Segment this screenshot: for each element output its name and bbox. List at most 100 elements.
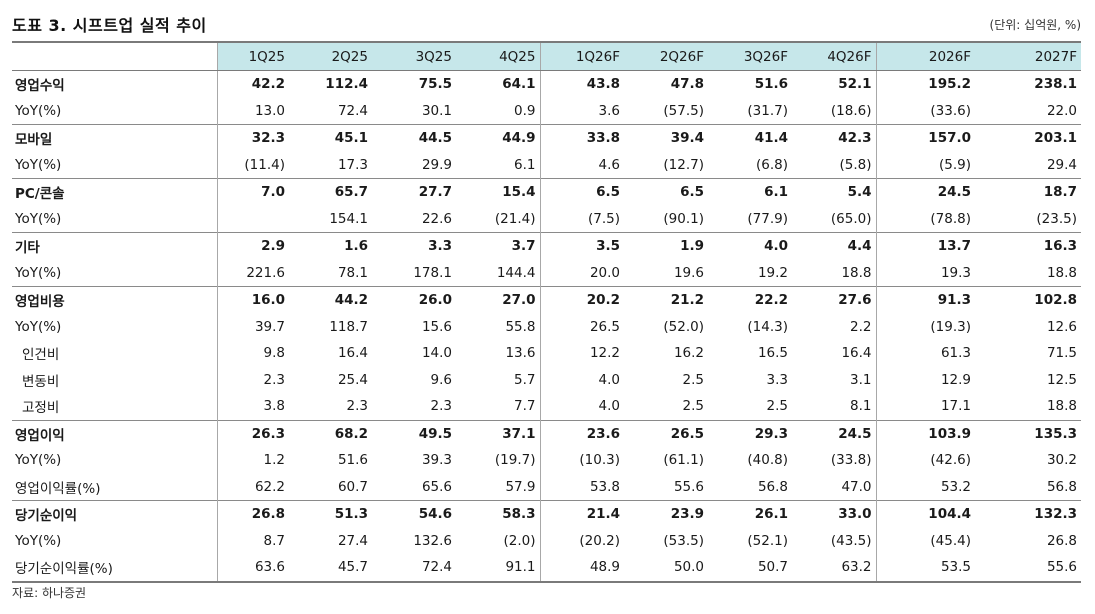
table-cell: 53.2 bbox=[940, 478, 971, 495]
table-cell: 64.1 bbox=[456, 70, 541, 98]
table-cell: 3.3 bbox=[372, 232, 456, 260]
table-cell: 21.4 bbox=[540, 500, 624, 528]
table-cell: 44.9 bbox=[456, 124, 541, 152]
row-label: 영업이익률(%) bbox=[12, 473, 218, 501]
table-row: 영업비용 16.0 44.2 26.0 27.0 20.2 21.2 22.2 27.6 91.3… bbox=[12, 286, 1081, 314]
table-cell: 4.0 bbox=[598, 398, 620, 415]
table-cell: 47.0 bbox=[792, 473, 877, 501]
table-cell: 37.1 bbox=[456, 419, 541, 447]
table-cell: 51.3 bbox=[289, 500, 372, 528]
row-label: 인건비 bbox=[12, 340, 218, 367]
table-cell: 55.6 bbox=[975, 554, 1081, 583]
figure-title: 도표 3. 시프트업 실적 추이 bbox=[12, 16, 207, 35]
table-cell: 26.3 bbox=[217, 419, 289, 447]
table-cell: 68.2 bbox=[289, 419, 372, 447]
table-cell: 1.2 bbox=[263, 452, 285, 469]
table-cell: 2.3 bbox=[263, 371, 285, 388]
table-cell: (19.7) bbox=[456, 447, 541, 474]
table-cell: 102.8 bbox=[975, 286, 1081, 314]
table-cell: 26.0 bbox=[372, 286, 456, 314]
table-cell: 238.1 bbox=[975, 70, 1081, 98]
row-label: YoY(%) bbox=[12, 313, 218, 340]
row-label: YoY(%) bbox=[12, 447, 218, 474]
table-cell: 195.2 bbox=[876, 70, 975, 98]
table-cell: 44.5 bbox=[372, 124, 456, 152]
table-cell: 53.8 bbox=[589, 478, 620, 495]
table-cell: (33.8) bbox=[792, 447, 877, 474]
table-cell: 16.5 bbox=[757, 345, 788, 362]
table-cell: 9.8 bbox=[263, 345, 285, 362]
table-cell: 18.7 bbox=[975, 178, 1081, 206]
table-cell: 24.5 bbox=[876, 178, 975, 206]
table-cell: (19.3) bbox=[930, 318, 971, 335]
table-cell: 4.4 bbox=[792, 232, 877, 260]
table-cell: 21.2 bbox=[624, 286, 708, 314]
table-cell: (57.5) bbox=[663, 102, 704, 119]
table-row: 당기순이익률(%) 63.6 45.7 72.4 91.1 48.9 50.0 50.7 63.… bbox=[12, 554, 1081, 583]
table-cell: 2.3 bbox=[346, 398, 368, 415]
table-cell: (53.5) bbox=[663, 532, 704, 549]
table-cell: 20.0 bbox=[589, 264, 620, 281]
table-cell: 221.6 bbox=[246, 264, 285, 281]
table-row: YoY(%) 221.6 78.1 178.1 144.4 20.0 19.6 19.2 18.… bbox=[12, 259, 1081, 287]
column-header: 4Q25 bbox=[456, 41, 541, 71]
table-cell: 30.2 bbox=[1046, 452, 1077, 469]
table-cell: 1.9 bbox=[624, 232, 708, 260]
table-cell: 12.6 bbox=[1046, 318, 1077, 335]
table-cell: 65.6 bbox=[421, 478, 452, 495]
table-cell: 58.3 bbox=[456, 500, 541, 528]
table-cell: 26.5 bbox=[624, 419, 708, 447]
table-row: YoY(%) 1.2 51.6 39.3 (19.7) (10.3) (61.1) (40.8… bbox=[12, 447, 1081, 474]
table-cell: 52.1 bbox=[792, 70, 877, 98]
row-label: YoY(%) bbox=[12, 259, 218, 287]
table-cell: (21.4) bbox=[456, 205, 541, 233]
table-cell: 16.0 bbox=[217, 286, 289, 314]
table-cell: 54.6 bbox=[372, 500, 456, 528]
table-cell: 9.6 bbox=[430, 371, 452, 388]
table-cell: 8.7 bbox=[263, 532, 285, 549]
table-cell: (78.8) bbox=[930, 210, 971, 227]
table-cell: 42.2 bbox=[217, 70, 289, 98]
table-cell: 47.8 bbox=[624, 70, 708, 98]
table-cell: 2.5 bbox=[766, 398, 788, 415]
table-cell: 4.0 bbox=[708, 232, 792, 260]
table-cell: 2.5 bbox=[682, 398, 704, 415]
table-cell: 16.4 bbox=[792, 340, 877, 367]
table-row: YoY(%) 8.7 27.4 132.6 (2.0) (20.2) (53.5) (52.1… bbox=[12, 527, 1081, 554]
table-cell: 71.5 bbox=[1046, 345, 1077, 362]
table-cell: 19.6 bbox=[673, 264, 704, 281]
table-cell: 2.9 bbox=[217, 232, 289, 260]
table-cell: 62.2 bbox=[254, 478, 285, 495]
table-cell: 14.0 bbox=[421, 345, 452, 362]
table-cell: 51.6 bbox=[708, 70, 792, 98]
table-cell: 72.4 bbox=[372, 554, 456, 583]
table-cell: (61.1) bbox=[663, 452, 704, 469]
row-label: YoY(%) bbox=[12, 97, 218, 125]
table-cell: 41.4 bbox=[708, 124, 792, 152]
table-cell: 18.8 bbox=[792, 259, 877, 287]
table-cell: 15.4 bbox=[456, 178, 541, 206]
table-cell: (31.7) bbox=[747, 102, 788, 119]
table-cell: (90.1) bbox=[663, 210, 704, 227]
column-header: 1Q26F bbox=[540, 41, 624, 71]
table-cell: (52.1) bbox=[747, 532, 788, 549]
row-label: 영업수익 bbox=[12, 70, 218, 98]
table-cell: (18.6) bbox=[792, 97, 877, 125]
table-cell: 144.4 bbox=[456, 259, 541, 287]
table-cell: 18.8 bbox=[1046, 264, 1077, 281]
table-cell: 56.8 bbox=[757, 478, 788, 495]
table-cell: 13.0 bbox=[254, 102, 285, 119]
row-label: 변동비 bbox=[12, 366, 218, 393]
table-cell: (5.9) bbox=[938, 156, 971, 173]
table-cell: 1.6 bbox=[289, 232, 372, 260]
table-cell: 19.2 bbox=[757, 264, 788, 281]
table-cell: 72.4 bbox=[337, 102, 368, 119]
table-row: 모바일 32.3 45.1 44.5 44.9 33.8 39.4 41.4 42.3 157.0… bbox=[12, 124, 1081, 152]
table-cell: 33.0 bbox=[792, 500, 877, 528]
table-cell: 51.6 bbox=[337, 452, 368, 469]
table-cell: (40.8) bbox=[747, 452, 788, 469]
table-cell: 26.8 bbox=[1046, 532, 1077, 549]
table-cell: 3.8 bbox=[263, 398, 285, 415]
table-row: YoY(%) 13.0 72.4 30.1 0.9 3.6 (57.5) (31.7) (18.… bbox=[12, 97, 1081, 125]
